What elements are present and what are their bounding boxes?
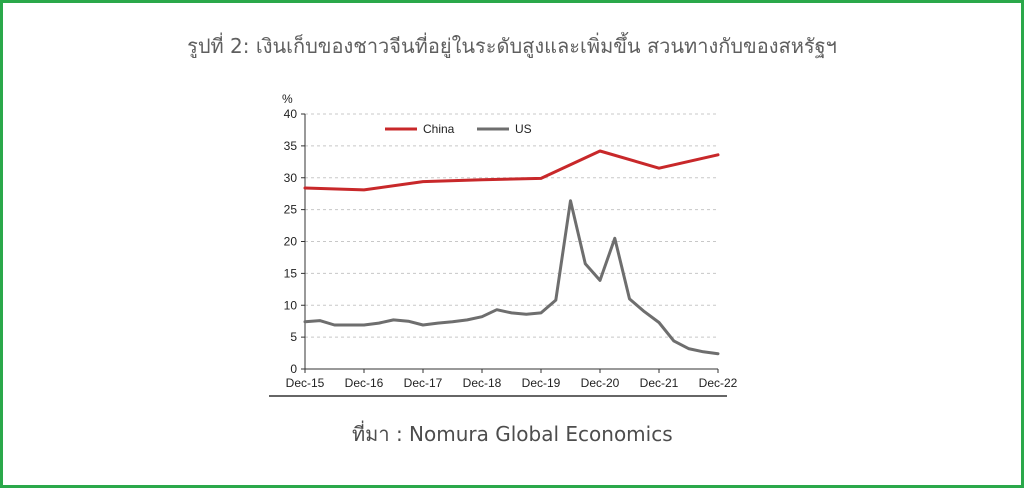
series-line-china [303, 149, 720, 192]
y-axis-label: % [282, 92, 293, 106]
x-tick-label: Dec-19 [522, 376, 561, 390]
x-tick-label: Dec-20 [581, 376, 620, 390]
y-tick-label: 0 [290, 362, 297, 376]
source-note: ที่มา : Nomura Global Economics [352, 422, 673, 446]
x-tick-label: Dec-21 [640, 376, 679, 390]
x-tick-label: Dec-16 [345, 376, 384, 390]
y-tick-label: 15 [284, 266, 298, 280]
y-tick-label: 5 [290, 330, 297, 344]
y-tick-label: 35 [284, 139, 298, 153]
figure-caption: รูปที่ 2: เงินเก็บของชาวจีนที่อยู่ในระดั… [187, 34, 837, 58]
x-tick-label: Dec-18 [463, 376, 502, 390]
x-tick-label: Dec-17 [404, 376, 443, 390]
y-tick-label: 25 [284, 203, 298, 217]
series-line-us [303, 199, 720, 356]
y-tick-label: 30 [284, 171, 298, 185]
y-tick-label: 10 [284, 298, 298, 312]
x-tick-label: Dec-15 [286, 376, 325, 390]
legend-label-us: US [515, 122, 532, 136]
legend-label-china: China [423, 122, 455, 136]
y-tick-label: 40 [284, 107, 298, 121]
y-tick-label: 20 [284, 235, 298, 249]
x-tick-label: Dec-22 [699, 376, 738, 390]
